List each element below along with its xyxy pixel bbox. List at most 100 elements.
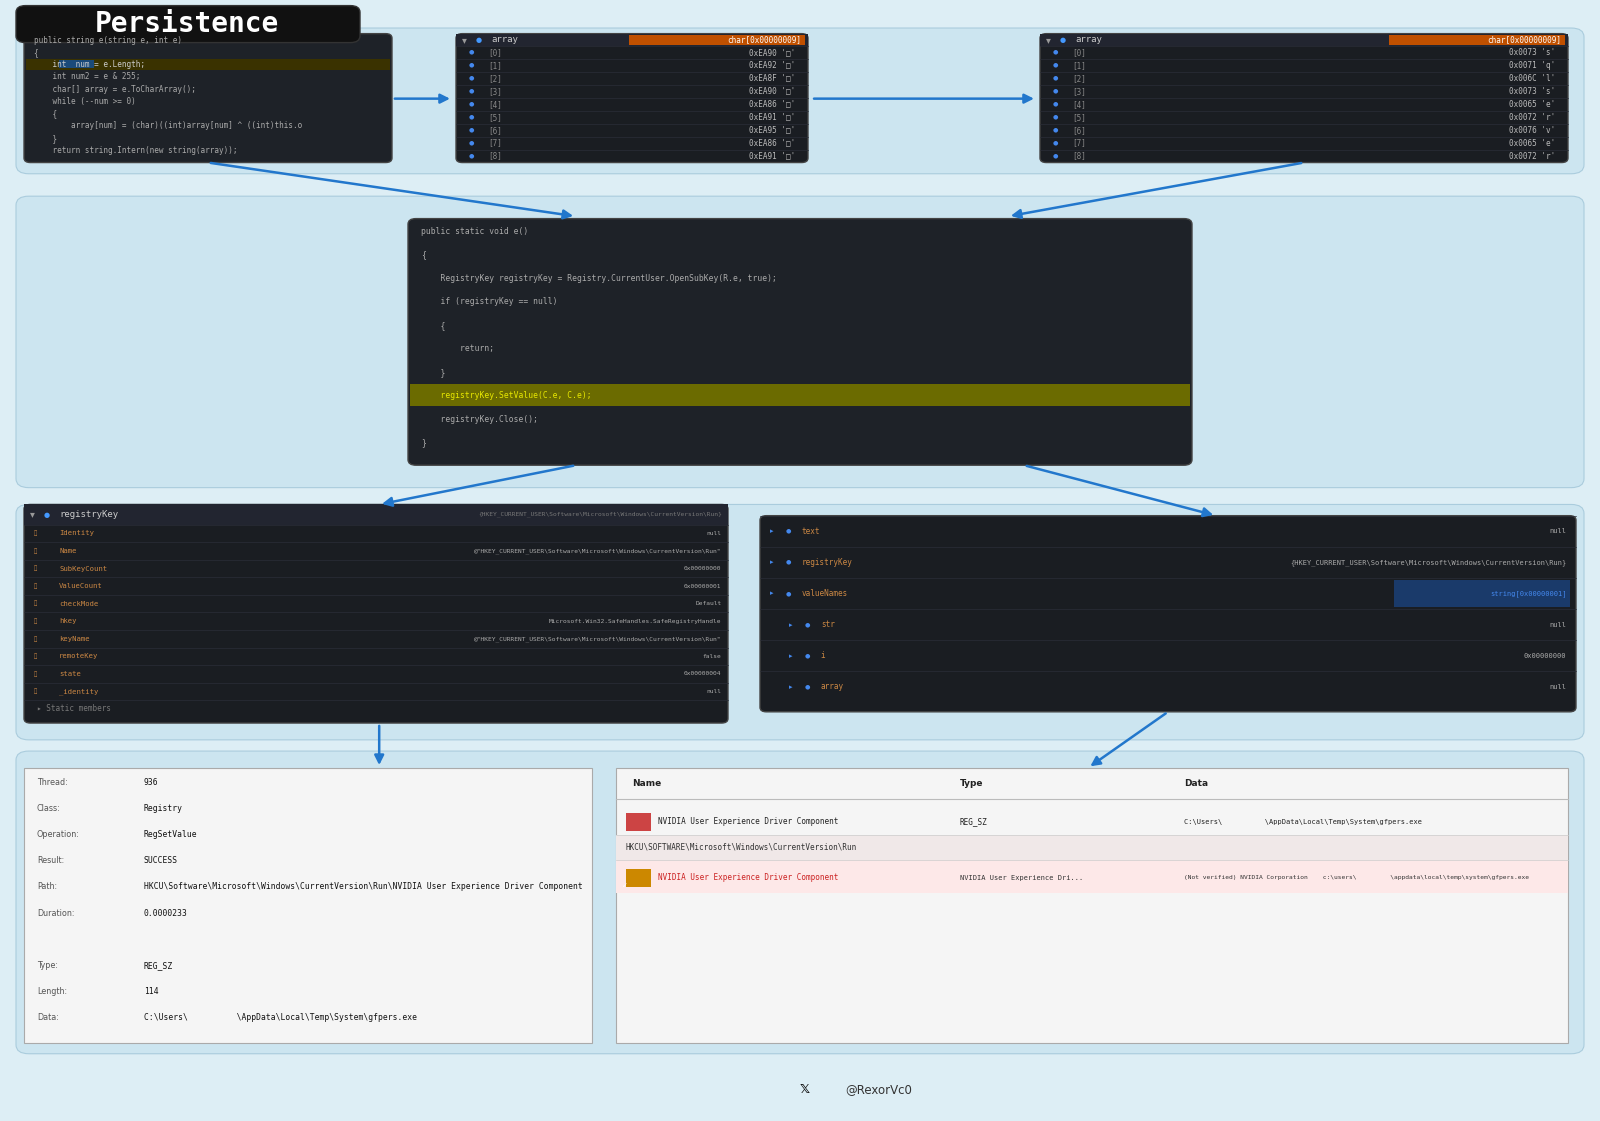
Text: [7]: [7] [488, 139, 502, 148]
Text: ▾: ▾ [1046, 35, 1051, 45]
Bar [616, 860, 1568, 893]
Text: null: null [1549, 622, 1566, 628]
Bar [616, 835, 1568, 860]
Text: 0xEA90 '□': 0xEA90 '□' [749, 48, 795, 57]
Text: ✓: ✓ [622, 883, 629, 889]
Text: ●: ● [786, 529, 790, 534]
Text: C:\Users\          \AppData\Local\Temp\System\gfpers.exe: C:\Users\ \AppData\Local\Temp\System\gfp… [144, 1013, 418, 1022]
Bar [629, 35, 805, 45]
Text: Type: Type [960, 779, 984, 788]
Text: @"HKEY_CURRENT_USER\Software\Microsoft\Windows\CurrentVersion\Run": @"HKEY_CURRENT_USER\Software\Microsoft\W… [474, 636, 722, 641]
Text: ●: ● [1053, 89, 1058, 94]
Text: 0.0000233: 0.0000233 [144, 908, 187, 918]
Text: }: } [34, 133, 56, 142]
Text: 0xEA8F '□': 0xEA8F '□' [749, 74, 795, 83]
Text: ▸: ▸ [789, 622, 792, 628]
Text: 🔑: 🔑 [34, 671, 37, 677]
Text: text: text [802, 527, 821, 536]
Text: ▸: ▸ [789, 684, 792, 689]
Text: registryKey: registryKey [802, 558, 853, 567]
Text: ●: ● [1059, 37, 1066, 43]
Text: {: { [34, 109, 56, 118]
Text: @RexorVc0: @RexorVc0 [845, 1083, 912, 1096]
Text: Class:: Class: [37, 804, 61, 813]
Text: Name: Name [59, 548, 77, 554]
Text: }: } [421, 438, 426, 447]
Text: Result:: Result: [37, 856, 64, 865]
Text: ●: ● [805, 622, 810, 627]
Text: [3]: [3] [488, 86, 502, 95]
Text: Registry: Registry [144, 804, 182, 813]
Text: if (registryKey == null): if (registryKey == null) [421, 297, 557, 306]
Text: Type:: Type: [37, 961, 58, 970]
Text: ●: ● [805, 654, 810, 658]
Text: RegistryKey registryKey = Registry.CurrentUser.OpenSubKey(R.e, true);: RegistryKey registryKey = Registry.Curre… [421, 274, 776, 282]
Text: 0x00000000: 0x00000000 [685, 566, 722, 571]
Text: 0x0072 'r': 0x0072 'r' [1509, 113, 1555, 122]
Text: ●: ● [805, 685, 810, 689]
Text: HKCU\SOFTWARE\Microsoft\Windows\CurrentVersion\Run: HKCU\SOFTWARE\Microsoft\Windows\CurrentV… [626, 843, 858, 852]
Text: 🔑: 🔑 [34, 688, 37, 694]
Text: {: { [421, 321, 445, 330]
Text: [6]: [6] [1072, 126, 1086, 135]
Text: ●: ● [1053, 76, 1058, 81]
Text: 🔑: 🔑 [34, 619, 37, 624]
Text: Microsoft.Win32.SafeHandles.SafeRegistryHandle: Microsoft.Win32.SafeHandles.SafeRegistry… [549, 619, 722, 623]
Text: 936: 936 [144, 778, 158, 787]
Text: [4]: [4] [488, 100, 502, 109]
Text: SUCCESS: SUCCESS [144, 856, 178, 865]
Text: state: state [59, 670, 82, 677]
Bar [626, 813, 651, 831]
Text: {HKEY_CURRENT_USER\Software\Microsoft\Windows\CurrentVersion\Run}: {HKEY_CURRENT_USER\Software\Microsoft\Wi… [478, 511, 722, 518]
Text: str: str [821, 620, 835, 629]
Text: RegSetValue: RegSetValue [144, 830, 198, 840]
Text: [7]: [7] [1072, 139, 1086, 148]
Text: @"HKEY_CURRENT_USER\Software\Microsoft\Windows\CurrentVersion\Run": @"HKEY_CURRENT_USER\Software\Microsoft\W… [474, 548, 722, 554]
Text: public string e(string e, int e): public string e(string e, int e) [34, 36, 182, 45]
Text: valueNames: valueNames [802, 589, 848, 597]
Text: ▸ Static members: ▸ Static members [37, 704, 110, 713]
Text: 0x0065 'e': 0x0065 'e' [1509, 139, 1555, 148]
Text: ▸: ▸ [770, 559, 773, 565]
Text: 0x0071 'q': 0x0071 'q' [1509, 61, 1555, 70]
Text: 0xEA86 '□': 0xEA86 '□' [749, 100, 795, 109]
Text: ●: ● [1053, 102, 1058, 106]
FancyBboxPatch shape [16, 196, 1584, 488]
Text: }: } [421, 368, 445, 377]
Text: Length:: Length: [37, 986, 67, 997]
Text: 0x0076 'v': 0x0076 'v' [1509, 126, 1555, 135]
Text: Identity: Identity [59, 530, 94, 537]
Bar [456, 34, 808, 46]
Text: [5]: [5] [1072, 113, 1086, 122]
Bar [626, 869, 651, 887]
Text: null: null [707, 531, 722, 536]
Text: Path:: Path: [37, 882, 58, 891]
Text: 114: 114 [144, 986, 158, 997]
Bar [1040, 34, 1568, 46]
Text: 🔑: 🔑 [34, 530, 37, 536]
Text: 0x00000004: 0x00000004 [685, 671, 722, 676]
Text: ●: ● [1053, 114, 1058, 120]
Text: [3]: [3] [1072, 86, 1086, 95]
Text: Default: Default [696, 601, 722, 606]
Bar [24, 504, 728, 525]
Text: ●: ● [786, 591, 790, 596]
Text: 🔑: 🔑 [34, 583, 37, 589]
Text: ●: ● [469, 89, 474, 94]
Text: ●: ● [469, 63, 474, 68]
Text: NVIDIA User Experience Driver Component: NVIDIA User Experience Driver Component [658, 873, 838, 882]
Bar [410, 385, 1190, 407]
Text: [2]: [2] [488, 74, 502, 83]
Text: ●: ● [1053, 154, 1058, 158]
Text: while (--num >= 0): while (--num >= 0) [34, 96, 136, 105]
Bar [1394, 581, 1570, 606]
FancyBboxPatch shape [1040, 34, 1568, 163]
Text: 🔑: 🔑 [34, 566, 37, 572]
Text: SubKeyCount: SubKeyCount [59, 565, 107, 572]
Text: [1]: [1] [488, 61, 502, 70]
Text: 🔑: 🔑 [34, 636, 37, 641]
Text: array: array [821, 683, 843, 692]
Text: char[] array = e.ToCharArray();: char[] array = e.ToCharArray(); [34, 84, 195, 94]
Bar [1389, 35, 1565, 45]
Text: keyName: keyName [59, 636, 90, 641]
